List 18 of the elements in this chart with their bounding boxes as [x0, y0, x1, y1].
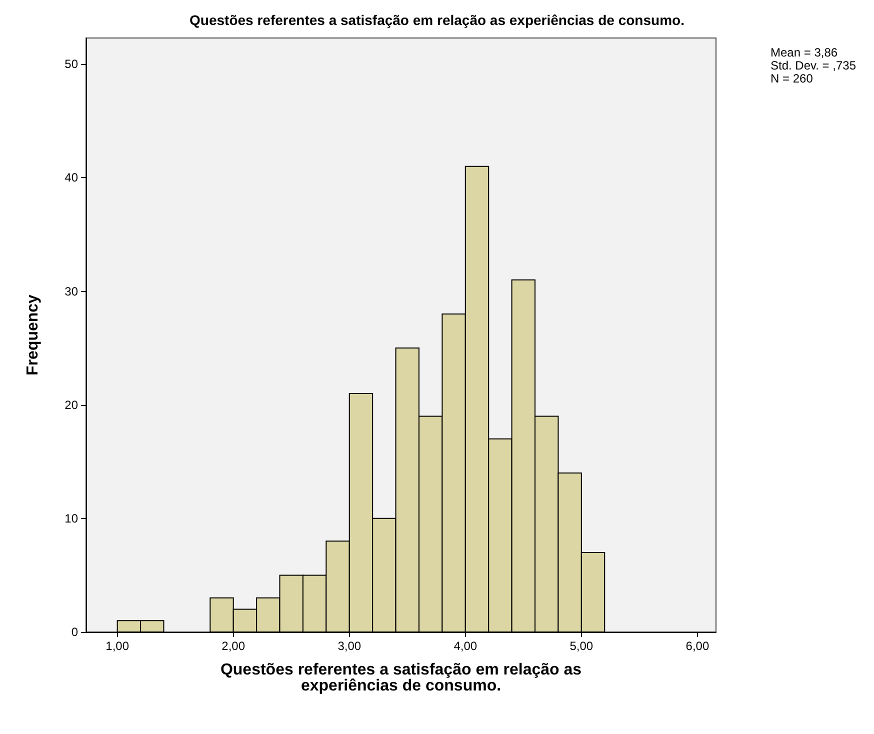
x-axis-title: Questões referentes a satisfação em relação as experiências de consumo. [220, 662, 582, 694]
x-tick-label: 2,00 [222, 639, 246, 653]
text: Std. Dev. = ,735 [770, 58, 856, 72]
x-tick-label: 1,00 [106, 639, 130, 653]
x-tick-label: 3,00 [338, 639, 362, 653]
y-tick-label: 30 [64, 284, 78, 298]
y-tick-label: 0 [71, 625, 78, 639]
y-tick-label: 10 [64, 511, 78, 526]
x-tick-label: 6,00 [686, 639, 710, 653]
x-tick-label: 5,00 [570, 639, 594, 653]
chart-title: Questões referentes a satisfação em relação as experiências de consumo. [190, 12, 684, 28]
text: Mean = 3,86 [770, 46, 838, 60]
x-tick-label: 4,00 [454, 639, 478, 653]
y-tick-label: 20 [64, 398, 78, 412]
text: N = 260 [770, 72, 814, 86]
y-axis-title: Frequency [24, 294, 42, 376]
y-tick-label: 50 [64, 57, 78, 72]
y-tick-label: 40 [64, 170, 78, 185]
